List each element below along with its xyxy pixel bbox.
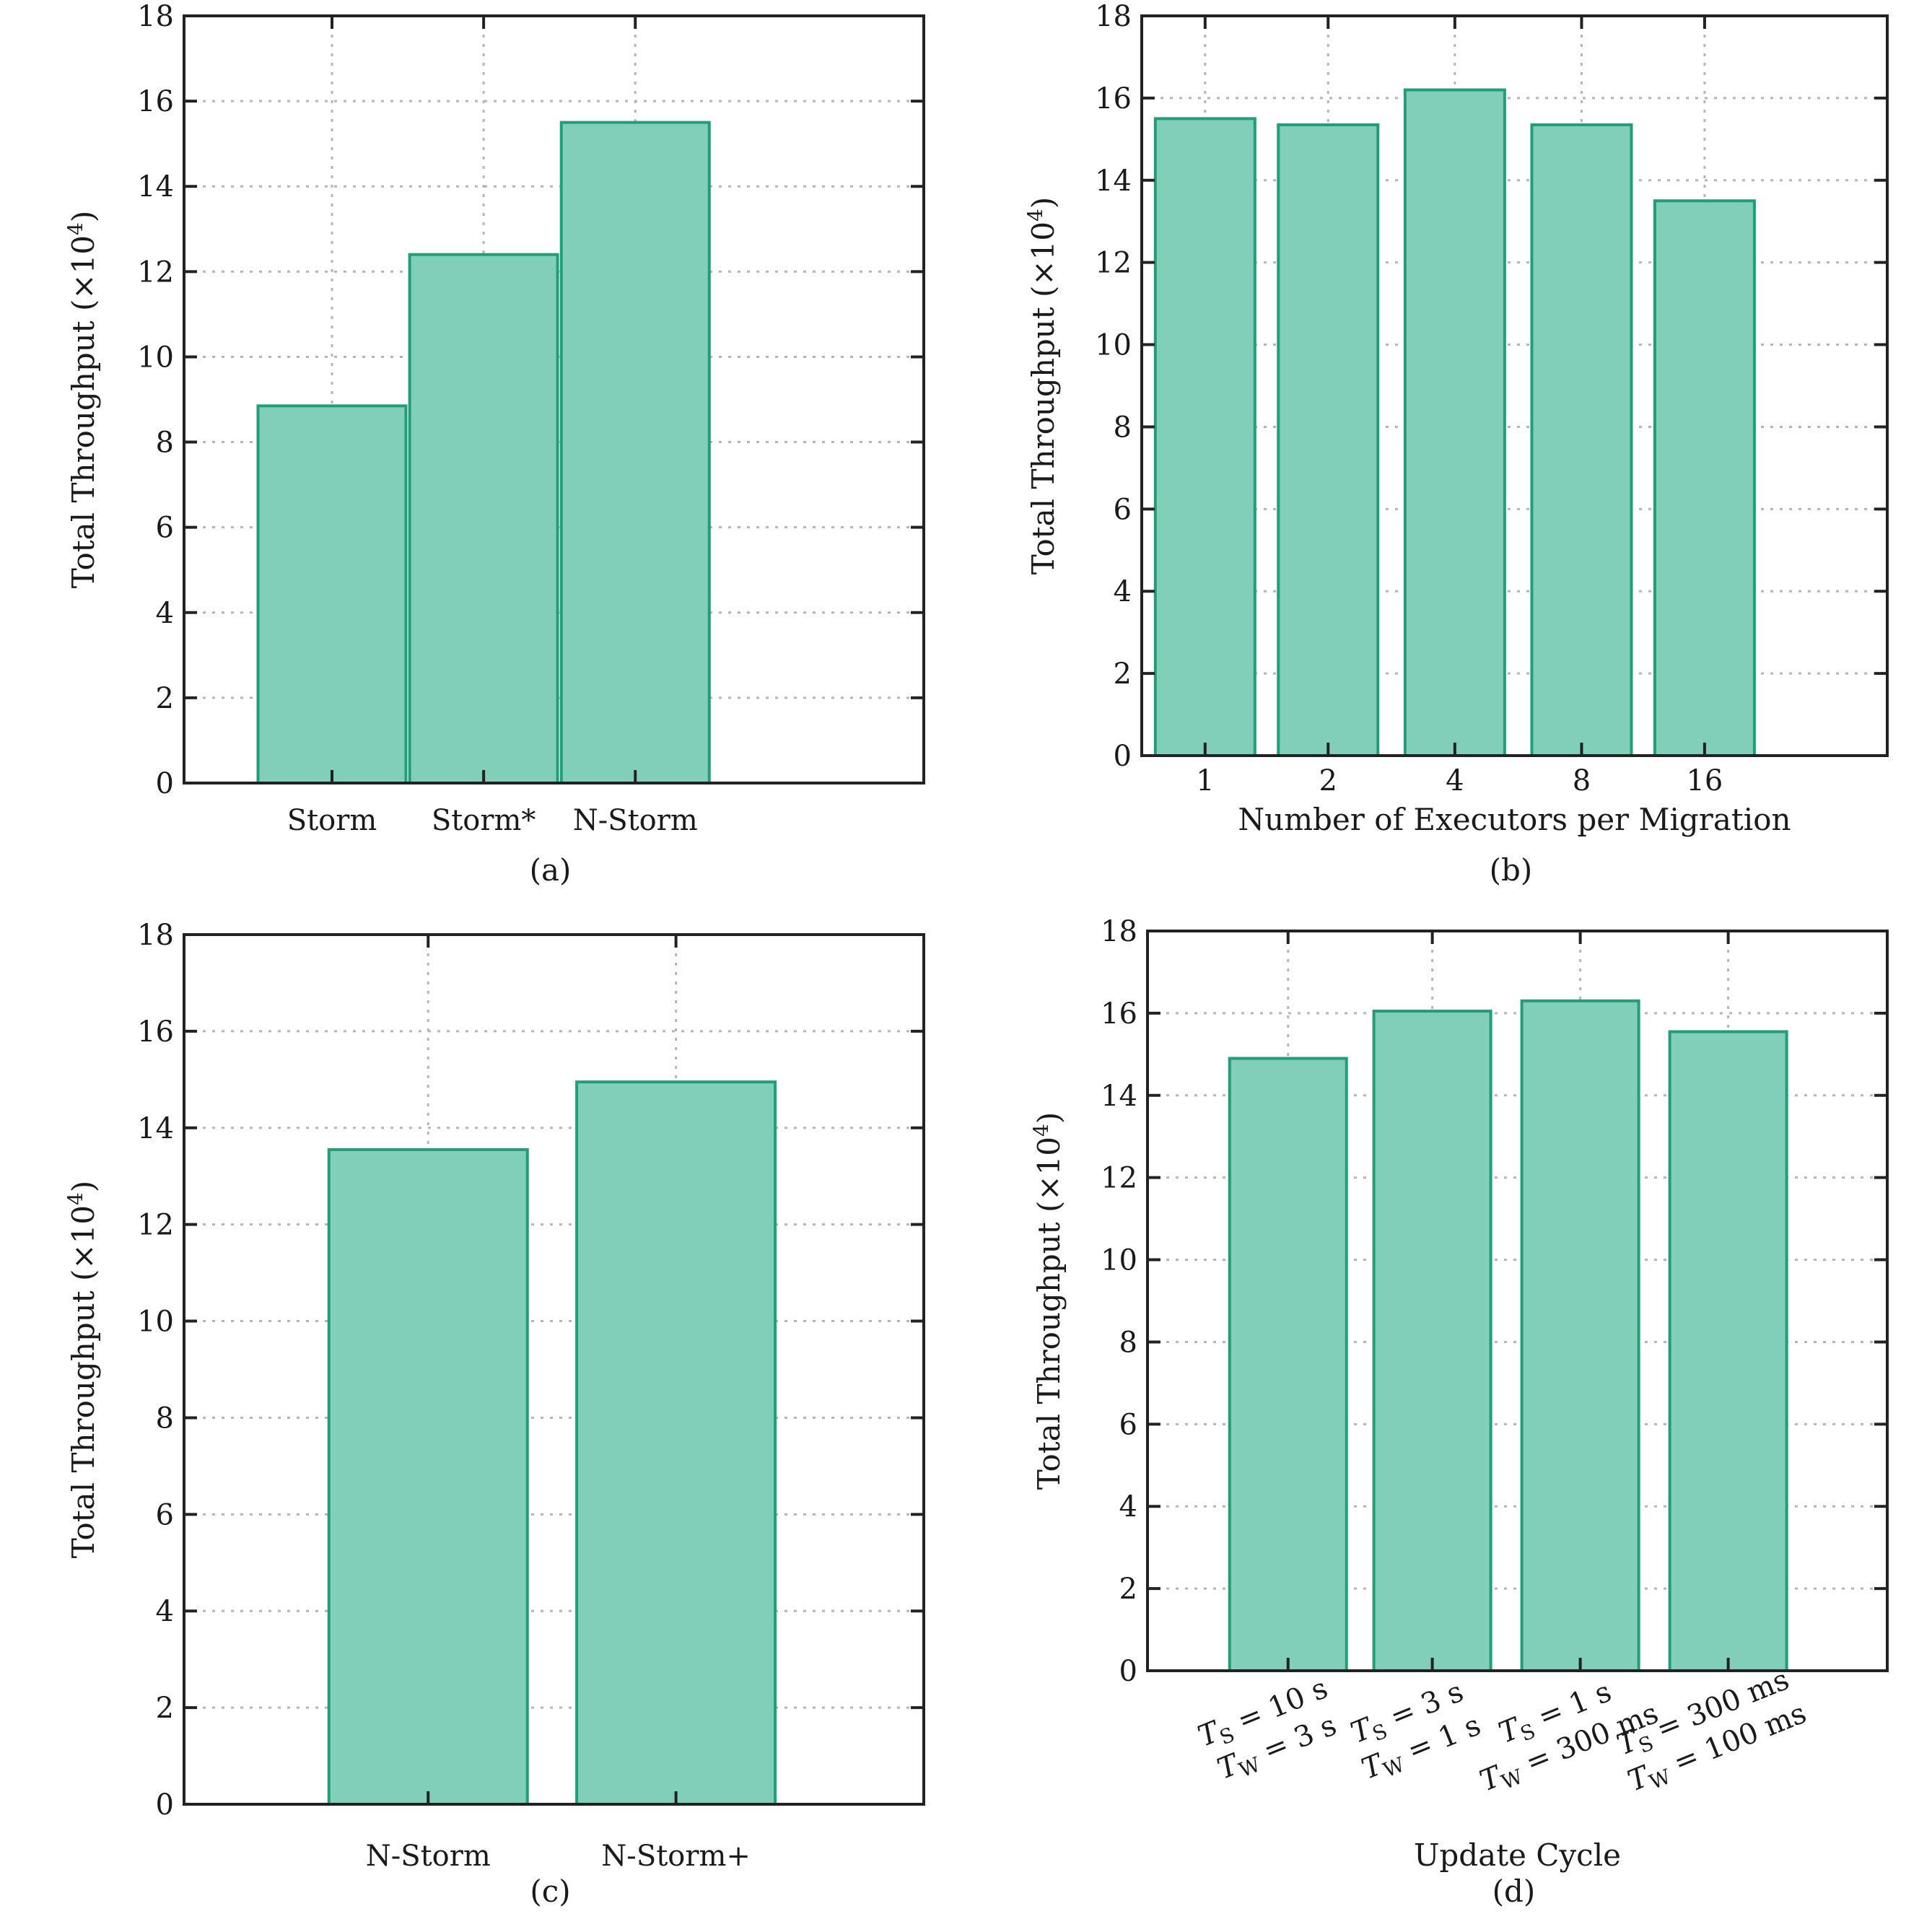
y-tick-label: 12 [1101, 1162, 1137, 1195]
plot-frame [1146, 930, 1889, 1672]
y-axis-label: Total Throughput (×104) [64, 211, 101, 589]
y-tick-label: 14 [137, 1112, 174, 1145]
x-tick-label: N-Storm [366, 1840, 491, 1873]
x-tick-label: TS = 3 sTW = 1 s [1346, 1675, 1485, 1786]
panel-caption: (b) [1490, 852, 1533, 888]
bar [559, 121, 711, 784]
plot-frame [1140, 14, 1889, 757]
y-tick-label: 0 [156, 1788, 174, 1822]
chart-panel-c: 0 2 4 6 8 10 12 14 16 18 N-Storm N-Storm+ Total Thro… [64, 919, 925, 1909]
y-tick-label: 6 [1114, 493, 1132, 526]
y-tick-label: 10 [1095, 329, 1132, 362]
x-tick-label: 2 [1319, 764, 1337, 797]
y-tick-label: 18 [137, 919, 174, 952]
y-tick-label: 2 [156, 682, 174, 715]
bar [1372, 1010, 1492, 1672]
bar [575, 1080, 777, 1806]
y-tick-label: 2 [1119, 1573, 1137, 1606]
bar [1277, 123, 1380, 757]
y-tick-label: 2 [156, 1692, 174, 1725]
y-tick-label: 4 [1119, 1490, 1137, 1524]
bar [1403, 88, 1506, 757]
y-tick-label: 10 [137, 1306, 174, 1339]
y-tick-label: 16 [1101, 997, 1137, 1031]
plot-frame [183, 14, 925, 784]
y-tick-label: 0 [1114, 740, 1132, 773]
plot-frame [183, 933, 925, 1806]
y-tick-label: 16 [137, 1015, 174, 1049]
panel-caption: (a) [530, 852, 572, 888]
y-tick-label: 10 [1101, 1244, 1137, 1277]
bar [1653, 199, 1756, 757]
bar [256, 404, 408, 784]
bar [1228, 1057, 1348, 1673]
bar [408, 253, 559, 784]
y-tick-label: 14 [1101, 1080, 1137, 1113]
y-tick-label: 12 [137, 255, 174, 289]
x-tick-label: N-Storm+ [601, 1840, 751, 1873]
y-tick-label: 4 [1114, 575, 1132, 608]
y-tick-label: 16 [137, 85, 174, 118]
y-tick-label: 4 [156, 597, 174, 630]
x-tick-label: N-Storm [573, 804, 698, 837]
y-tick-label: 6 [156, 512, 174, 545]
chart-panel-d: 0 2 4 6 8 10 12 14 16 18 TS = 10 sTW = 3 s TS = 3 s… [1029, 915, 1889, 1909]
y-tick-label: 8 [1119, 1326, 1137, 1359]
x-tick-label: 4 [1446, 764, 1464, 797]
bar [1530, 123, 1633, 757]
y-tick-label: 10 [137, 341, 174, 374]
x-tick-label: 1 [1196, 764, 1214, 797]
y-axis-label: Total Throughput (×104) [1029, 1112, 1067, 1490]
x-tick-label: Storm [287, 804, 377, 837]
y-tick-label: 6 [156, 1498, 174, 1531]
x-tick-label: Storm* [432, 804, 536, 837]
y-tick-label: 18 [1095, 0, 1132, 33]
y-tick-label: 12 [1095, 247, 1132, 280]
y-axis-label: Total Throughput (×104) [64, 1181, 101, 1559]
bar [1520, 999, 1640, 1672]
y-tick-label: 18 [1101, 915, 1137, 948]
y-tick-label: 18 [137, 0, 174, 33]
panel-caption: (d) [1492, 1874, 1536, 1909]
x-tick-label: 16 [1686, 764, 1723, 797]
y-tick-label: 6 [1119, 1408, 1137, 1441]
x-tick-label: 8 [1573, 764, 1591, 797]
y-tick-label: 4 [156, 1595, 174, 1628]
x-axis-label: Number of Executors per Migration [1238, 802, 1791, 837]
y-tick-label: 8 [156, 1402, 174, 1435]
y-tick-label: 0 [1119, 1655, 1137, 1688]
bar [1153, 117, 1256, 758]
bar [1668, 1030, 1788, 1672]
y-tick-label: 0 [156, 767, 174, 800]
x-tick-label: TS = 10 sTW = 3 s [1194, 1671, 1342, 1786]
y-tick-label: 12 [137, 1209, 174, 1242]
y-tick-label: 8 [1114, 411, 1132, 444]
panel-caption: (c) [530, 1874, 570, 1909]
y-tick-label: 14 [1095, 165, 1132, 198]
y-axis-label: Total Throughput (×104) [1023, 197, 1061, 575]
x-axis-label: Update Cycle [1414, 1837, 1621, 1873]
y-tick-label: 14 [137, 170, 174, 204]
y-tick-label: 16 [1095, 82, 1132, 115]
y-tick-label: 2 [1114, 657, 1132, 691]
y-tick-label: 8 [156, 427, 174, 460]
bar [327, 1148, 529, 1806]
chart-panel-a: 0 2 4 6 8 10 12 14 16 18 Storm Storm* N-Storm Total T… [64, 0, 925, 888]
